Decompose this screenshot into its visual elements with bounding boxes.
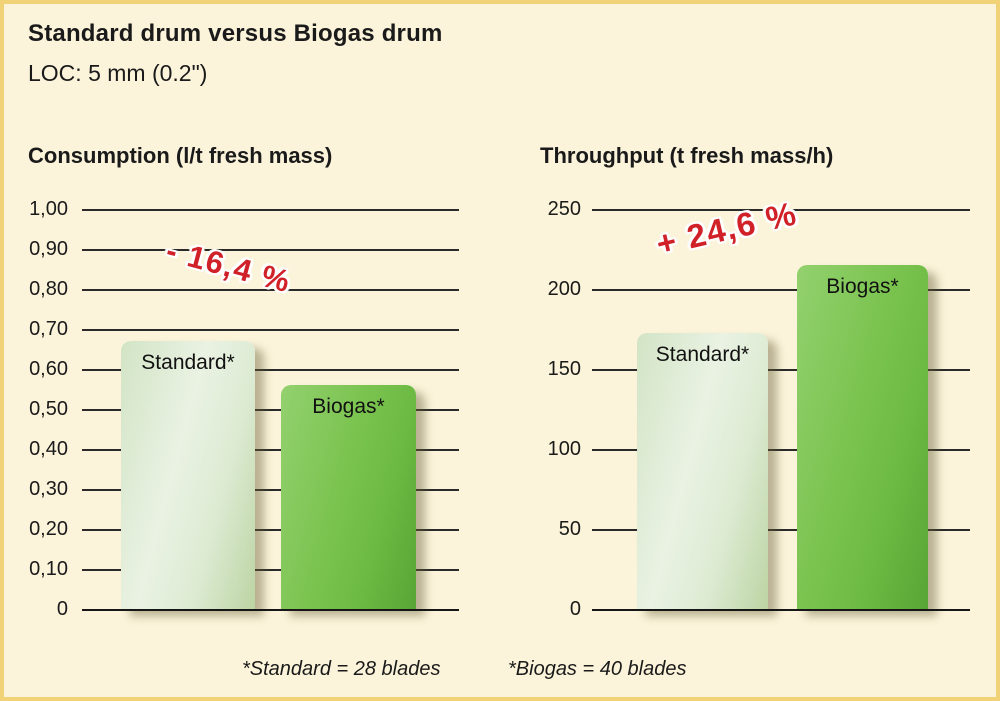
gridline [82, 369, 459, 371]
gridline [592, 369, 970, 371]
throughput-plot-area: Standard* Biogas* [592, 209, 970, 611]
footnote-standard: *Standard = 28 blades [242, 658, 441, 680]
gridline [82, 329, 459, 331]
gridline [82, 289, 459, 291]
throughput-bar-biogas: Biogas* [797, 265, 928, 609]
y-tick-label: 0,90 [29, 238, 68, 260]
consumption-chart: 1,00 0,90 0,80 0,70 0,60 0,50 0,40 0,30 0,20 0,10… [8, 198, 459, 620]
throughput-chart-title: Throughput (t fresh mass/h) [540, 143, 834, 168]
gridline [82, 489, 459, 491]
throughput-bar-standard: Standard* [637, 333, 768, 609]
consumption-chart-title: Consumption (l/t fresh mass) [28, 143, 333, 168]
gridline [592, 529, 970, 531]
y-tick-label: 1,00 [29, 198, 68, 220]
y-tick-label: 0 [569, 598, 581, 620]
y-tick-label: 0,10 [29, 558, 68, 580]
y-tick-label: 250 [547, 198, 581, 220]
consumption-bar-standard: Standard* [121, 341, 255, 609]
throughput-chart: 250 200 150 100 50 0 Standard* Biogas* [522, 198, 974, 620]
y-tick-label: 0,60 [29, 358, 68, 380]
bar-label: Standard* [141, 351, 235, 374]
gridline [592, 449, 970, 451]
y-tick-label: 150 [547, 358, 581, 380]
throughput-y-axis: 250 200 150 100 50 0 [522, 198, 585, 620]
gridline [592, 209, 970, 211]
gridline [592, 289, 970, 291]
y-tick-label: 0,80 [29, 278, 68, 300]
gridline [82, 569, 459, 571]
bar-label: Biogas* [312, 395, 385, 418]
consumption-y-axis: 1,00 0,90 0,80 0,70 0,60 0,50 0,40 0,30 0,20 0,10… [8, 198, 72, 620]
page-title: Standard drum versus Biogas drum [28, 20, 443, 47]
x-axis-line [82, 609, 459, 611]
page-subtitle: LOC: 5 mm (0.2") [28, 60, 208, 86]
gridline [82, 209, 459, 211]
y-tick-label: 0 [56, 598, 68, 620]
gridline [82, 529, 459, 531]
y-tick-label: 50 [558, 518, 581, 540]
consumption-plot-area: Standard* Biogas* [82, 209, 459, 611]
footnote-biogas: *Biogas = 40 blades [508, 658, 687, 680]
bar-label: Standard* [655, 343, 750, 366]
y-tick-label: 0,70 [29, 318, 68, 340]
y-tick-label: 100 [547, 438, 581, 460]
y-tick-label: 200 [547, 278, 581, 300]
bar-label: Biogas* [826, 275, 899, 298]
gridline [82, 409, 459, 411]
x-axis-line [592, 609, 970, 611]
y-tick-label: 0,20 [29, 518, 68, 540]
y-tick-label: 0,30 [29, 478, 68, 500]
y-tick-label: 0,40 [29, 438, 68, 460]
y-tick-label: 0,50 [29, 398, 68, 420]
consumption-bar-biogas: Biogas* [281, 385, 416, 609]
gridline [82, 449, 459, 451]
gridline [82, 249, 459, 251]
